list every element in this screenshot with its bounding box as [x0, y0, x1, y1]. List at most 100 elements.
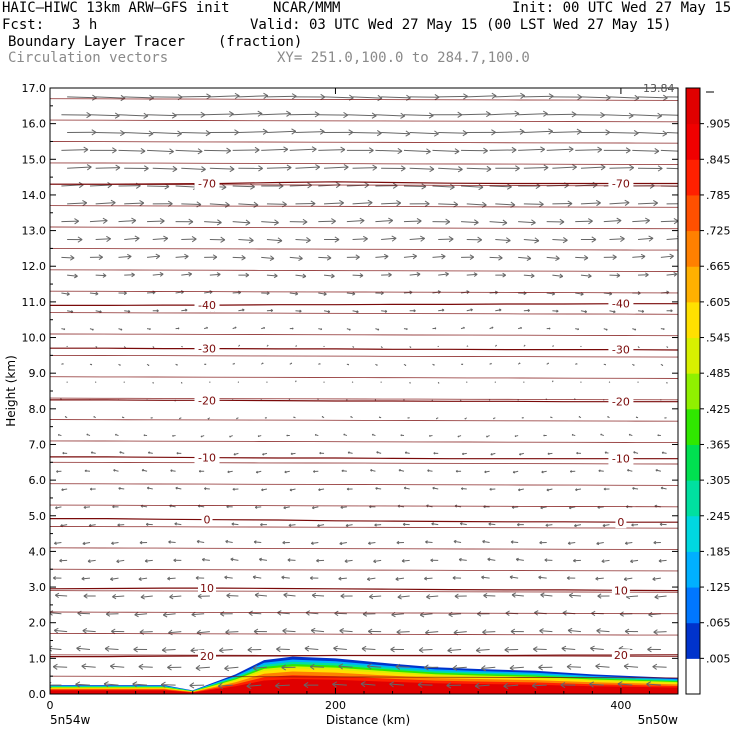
vector-arrow: [517, 362, 521, 365]
vector-arrow: [295, 309, 302, 313]
vector-arrow: [635, 416, 639, 419]
vector-arrow: [55, 506, 62, 510]
vector-arrow: [207, 417, 211, 420]
valid-time: Valid: 03 UTC Wed 27 May 15 (00 LST Wed …: [250, 17, 672, 33]
contour-label-bg: [611, 584, 630, 597]
vector-arrow: [209, 92, 240, 100]
vector-arrow: [167, 664, 182, 671]
colorbar-swatch: [686, 622, 700, 659]
vector-arrow: [209, 236, 226, 243]
vector-arrow: [317, 523, 325, 528]
vector-arrow: [281, 664, 296, 671]
x-axis-label: Distance (km): [326, 713, 410, 727]
vector-arrow: [152, 130, 182, 137]
vector-arrow: [204, 254, 218, 260]
org-label: NCAR/MMM: [273, 0, 341, 16]
vector-arrow: [381, 130, 411, 137]
vector-arrow: [84, 469, 91, 473]
temperature-contour-labeled: [50, 399, 678, 403]
vector-arrow: [424, 576, 433, 581]
vector-arrow: [232, 110, 263, 117]
vector-arrow: [180, 381, 183, 384]
vector-arrow: [318, 111, 349, 119]
vector-arrow: [457, 435, 462, 438]
temperature-contour-labeled: [50, 456, 678, 460]
vector-arrow: [318, 218, 336, 225]
vector-arrow: [219, 647, 233, 654]
vector-arrow: [266, 273, 278, 279]
vector-arrow: [346, 254, 360, 260]
vector-arrow: [93, 416, 96, 419]
vector-arrow: [261, 255, 275, 261]
vector-arrow: [632, 147, 660, 155]
colorbar-label: .365: [706, 438, 731, 451]
vector-arrow: [309, 576, 319, 580]
colorbar-swatch: [686, 159, 700, 196]
vector-arrow: [375, 363, 378, 366]
vector-arrow: [495, 92, 525, 99]
vector-arrow: [552, 200, 573, 207]
vector-arrow: [262, 452, 268, 456]
vector-arrow: [603, 147, 631, 154]
vector-arrow: [488, 522, 496, 526]
temperature-contour: [50, 504, 678, 508]
vector-arrow: [295, 164, 321, 171]
y-tick-label: 1.0: [29, 652, 47, 665]
temperature-contour: [50, 590, 678, 593]
y-tick-label: 11.0: [22, 296, 47, 309]
vector-arrow: [138, 663, 153, 670]
vector-arrow: [403, 218, 422, 225]
contour-label: -30: [612, 344, 630, 357]
vector-arrow: [531, 682, 547, 689]
vector-arrow: [631, 523, 639, 527]
vector-arrow: [303, 681, 319, 689]
vector-arrow: [352, 129, 382, 137]
vector-arrow: [638, 165, 663, 172]
temperature-contour-labeled: [50, 347, 678, 351]
vector-arrow: [595, 663, 610, 670]
contour-label: 0: [204, 514, 211, 527]
vector-arrow: [362, 611, 376, 617]
colorbar-swatch: [686, 301, 700, 339]
colorbar-label: .725: [706, 225, 731, 238]
vector-arrow: [323, 345, 325, 348]
vector-arrow: [174, 522, 182, 526]
vector-arrow: [566, 576, 576, 580]
vector-arrow: [314, 433, 319, 437]
vector-arrow: [311, 592, 325, 599]
y-tick-label: 15.0: [22, 153, 47, 166]
vector-arrow: [409, 94, 440, 101]
contour-label: 10: [614, 584, 628, 597]
vector-arrow: [409, 200, 430, 207]
vector-arrow: [248, 610, 262, 617]
y-tick-label: 9.0: [29, 367, 47, 380]
vector-arrow: [124, 309, 131, 313]
vector-arrow: [64, 416, 68, 419]
vector-arrow: [637, 381, 639, 383]
temperature-contour-labeled: [50, 587, 678, 592]
vector-arrow: [339, 541, 347, 546]
temperature-contour: [50, 483, 678, 486]
vector-arrow: [417, 681, 433, 688]
vector-arrow: [461, 363, 464, 366]
vector-arrow: [660, 218, 678, 225]
vector-arrow: [596, 541, 604, 546]
vector-arrow: [110, 577, 119, 581]
vector-arrow: [145, 522, 153, 527]
vector-arrow: [118, 112, 149, 119]
colorbar-label: .125: [706, 581, 731, 594]
vector-arrow: [237, 381, 239, 383]
vector-max-label: 13.84: [643, 82, 675, 95]
vector-arrow: [547, 452, 553, 456]
vector-arrow: [344, 559, 353, 563]
vector-arrow: [653, 540, 661, 545]
vector-arrow: [466, 129, 496, 136]
temperature-contour: [50, 205, 678, 208]
vector-arrow: [61, 111, 92, 119]
vector-arrow: [350, 416, 353, 419]
vector-arrow: [118, 487, 125, 490]
vector-arrow: [609, 310, 616, 314]
vector-arrow: [289, 327, 294, 330]
vector-arrow: [609, 235, 625, 243]
vector-arrow: [659, 522, 667, 527]
